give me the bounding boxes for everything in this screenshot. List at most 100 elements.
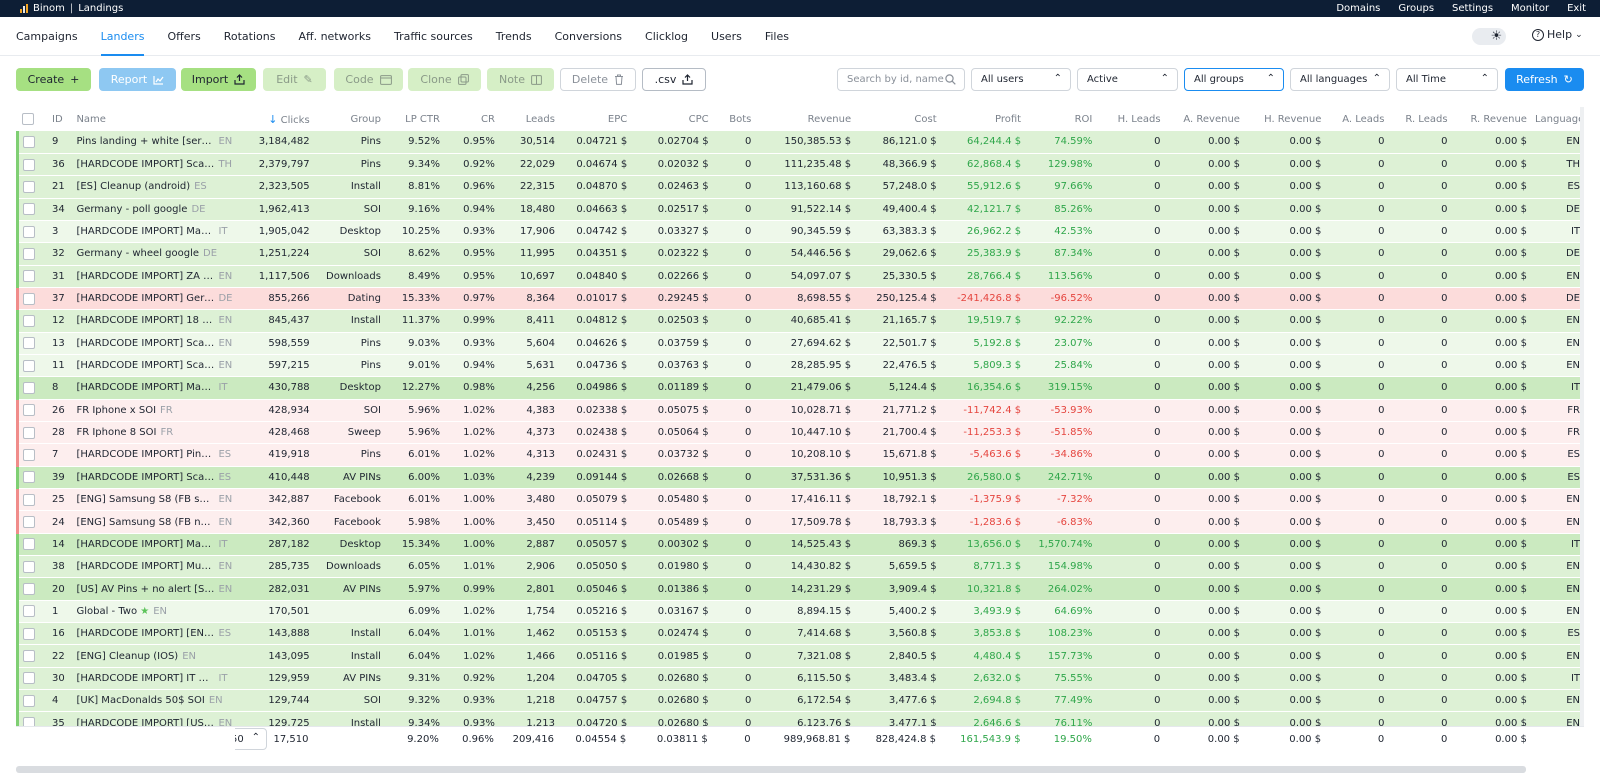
lander-name[interactable]: [HARDCODE IMPORT] MacKee... xyxy=(76,226,214,238)
col-h-leads[interactable]: H. Leads xyxy=(1117,113,1161,125)
table-row[interactable]: 1 Global - Two ★ EN 170,501 6.09% 1.02% 1,754 0… xyxy=(16,600,1584,624)
row-checkbox[interactable] xyxy=(23,180,35,193)
help-menu[interactable]: ? Help ⌄ xyxy=(1532,28,1583,41)
row-checkbox[interactable] xyxy=(23,694,35,707)
tab-rotations[interactable]: Rotations xyxy=(223,29,276,43)
table-row[interactable]: 38 [HARDCODE IMPORT] Music ... EN 285,735 Do… xyxy=(16,555,1584,579)
lander-name[interactable]: [HARDCODE IMPORT] [ENG] ... xyxy=(76,628,215,640)
lander-name[interactable]: [ENG] Samsung S8 (FB spin) xyxy=(76,494,215,506)
col-r-leads[interactable]: R. Leads xyxy=(1405,113,1448,125)
row-select-cell[interactable] xyxy=(16,667,49,691)
row-checkbox[interactable] xyxy=(23,471,35,484)
lander-name[interactable]: FR Iphone 8 SOI xyxy=(76,427,157,439)
cell-name[interactable]: [UK] MacDonalds 50$ SOI EN xyxy=(72,689,237,713)
link-groups[interactable]: Groups xyxy=(1398,3,1435,14)
row-checkbox[interactable] xyxy=(23,381,35,394)
tab-users[interactable]: Users xyxy=(711,29,742,43)
table-row[interactable]: 37 [HARDCODE IMPORT] Germa... DE 855,266 Dat… xyxy=(16,287,1584,311)
cell-name[interactable]: [HARDCODE IMPORT] MacKee... IT xyxy=(72,376,237,400)
cell-name[interactable]: [HARDCODE IMPORT] MacKee... IT xyxy=(72,220,237,244)
link-domains[interactable]: Domains xyxy=(1336,3,1381,14)
cell-name[interactable]: [HARDCODE IMPORT] 18 US ... EN xyxy=(72,309,237,333)
row-checkbox[interactable] xyxy=(23,359,35,372)
col-profit[interactable]: Profit xyxy=(995,113,1022,125)
link-exit[interactable]: Exit xyxy=(1567,3,1586,14)
col-leads[interactable]: Leads xyxy=(525,113,555,125)
row-checkbox[interactable] xyxy=(23,337,35,350)
col-cpc[interactable]: CPC xyxy=(688,113,709,125)
row-select-cell[interactable] xyxy=(16,555,49,579)
row-select-cell[interactable] xyxy=(16,488,49,512)
cell-name[interactable]: Germany - wheel google DE xyxy=(72,242,237,266)
lander-name[interactable]: [HARDCODE IMPORT] IT AV Pi... xyxy=(76,672,214,684)
table-row[interactable]: 9 Pins landing + white [serv DE] EN 3,184,4… xyxy=(16,131,1584,154)
lander-name[interactable]: [HARDCODE IMPORT] MacKee... xyxy=(76,538,214,550)
col-name[interactable]: Name xyxy=(76,113,106,125)
lander-name[interactable]: [US] AV Pins + no alert [Serv... xyxy=(76,583,215,595)
row-select-cell[interactable] xyxy=(16,644,49,668)
lander-name[interactable]: [HARDCODE IMPORT] Scann... xyxy=(76,471,215,483)
cell-name[interactable]: FR Iphone x SOI FR xyxy=(72,399,237,422)
col-r-revenue[interactable]: R. Revenue xyxy=(1470,113,1527,125)
row-select-cell[interactable] xyxy=(16,354,49,378)
table-row[interactable]: 21 [ES] Cleanup (android) ES 2,323,505 Insta… xyxy=(16,175,1584,199)
row-select-cell[interactable] xyxy=(16,309,49,333)
col-a-revenue[interactable]: A. Revenue xyxy=(1183,113,1240,125)
select-all-checkbox[interactable] xyxy=(21,113,34,125)
status-select[interactable]: Active ⌃ xyxy=(1077,68,1178,91)
table-row[interactable]: 28 FR Iphone 8 SOI FR 428,468 Sweep 5.96% 1.02… xyxy=(16,421,1584,445)
create-button[interactable]: Create + xyxy=(16,68,91,91)
row-checkbox[interactable] xyxy=(23,627,35,640)
tab-offers[interactable]: Offers xyxy=(167,29,201,43)
row-checkbox[interactable] xyxy=(23,225,35,238)
table-row[interactable]: 12 [HARDCODE IMPORT] 18 US ... EN 845,437 In… xyxy=(16,309,1584,333)
table-row[interactable]: 34 Germany - poll google DE 1,962,413 SOI 9.1… xyxy=(16,198,1584,221)
lander-name[interactable]: [HARDCODE IMPORT] Scann... xyxy=(76,337,215,349)
row-checkbox[interactable] xyxy=(23,650,35,663)
row-checkbox[interactable] xyxy=(23,426,35,439)
table-row[interactable]: 7 [HARDCODE IMPORT] Pins la... ES 419,918 Pi… xyxy=(16,443,1584,467)
row-select-cell[interactable] xyxy=(16,131,49,154)
lander-name[interactable]: Pins landing + white [serv DE] xyxy=(76,136,215,148)
cell-name[interactable]: [ENG] Samsung S8 (FB news) EN xyxy=(72,510,237,534)
cell-name[interactable]: [HARDCODE IMPORT] Scann... ES xyxy=(72,466,237,490)
code-button[interactable]: Code xyxy=(334,68,403,91)
table-row[interactable]: 16 [HARDCODE IMPORT] [ENG] ... ES 143,888 In… xyxy=(16,622,1584,646)
col-epc[interactable]: EPC xyxy=(607,113,628,125)
clone-button[interactable]: Clone xyxy=(408,68,481,91)
row-select-cell[interactable] xyxy=(16,466,49,490)
cell-name[interactable]: [HARDCODE IMPORT] Germa... DE xyxy=(72,287,237,311)
col-roi[interactable]: ROI xyxy=(1074,113,1093,125)
table-row[interactable]: 39 [HARDCODE IMPORT] Scann... ES 410,448 AV … xyxy=(16,466,1584,490)
col-id[interactable]: ID xyxy=(52,113,63,125)
csv-export-button[interactable]: .csv xyxy=(642,68,706,91)
lander-name[interactable]: [HARDCODE IMPORT] ZA sca... xyxy=(76,270,215,282)
lander-name[interactable]: [HARDCODE IMPORT] Pins la... xyxy=(76,449,215,461)
lander-name[interactable]: [HARDCODE IMPORT] Music ... xyxy=(76,561,215,573)
cell-name[interactable]: [ES] Cleanup (android) ES xyxy=(72,175,237,199)
table-row[interactable]: 22 [ENG] Cleanup (IOS) EN 143,095 Install 6.0… xyxy=(16,644,1584,668)
col-cr[interactable]: CR xyxy=(480,113,495,125)
horizontal-scrollbar[interactable] xyxy=(16,766,1526,773)
users-select[interactable]: All users ⌃ xyxy=(971,68,1071,91)
note-button[interactable]: Note xyxy=(487,68,554,91)
col-cost[interactable]: Cost xyxy=(914,113,937,125)
cell-name[interactable]: [HARDCODE IMPORT] Pins la... ES xyxy=(72,443,237,467)
row-checkbox[interactable] xyxy=(23,448,35,461)
table-row[interactable]: 32 Germany - wheel google DE 1,251,224 SOI 8.… xyxy=(16,242,1584,266)
tab-traffic-sources[interactable]: Traffic sources xyxy=(393,29,473,43)
row-select-cell[interactable] xyxy=(16,689,49,713)
link-monitor[interactable]: Monitor xyxy=(1511,3,1550,14)
table-row[interactable]: 26 FR Iphone x SOI FR 428,934 SOI 5.96% 1.02% 4… xyxy=(16,399,1584,422)
row-select-cell[interactable] xyxy=(16,265,49,288)
lander-name[interactable]: Global - Two xyxy=(76,605,138,617)
cell-name[interactable]: [HARDCODE IMPORT] IT AV Pi... IT xyxy=(72,667,237,691)
row-select-cell[interactable] xyxy=(16,198,49,221)
row-checkbox[interactable] xyxy=(23,672,35,685)
lander-name[interactable]: [HARDCODE IMPORT] Germa... xyxy=(76,293,215,305)
cell-name[interactable]: [ENG] Samsung S8 (FB spin) EN xyxy=(72,488,237,512)
row-select-cell[interactable] xyxy=(16,376,49,400)
col-revenue[interactable]: Revenue xyxy=(807,113,852,125)
languages-select[interactable]: All languages ⌃ xyxy=(1290,68,1390,91)
lander-name[interactable]: Germany - wheel google xyxy=(76,248,200,260)
